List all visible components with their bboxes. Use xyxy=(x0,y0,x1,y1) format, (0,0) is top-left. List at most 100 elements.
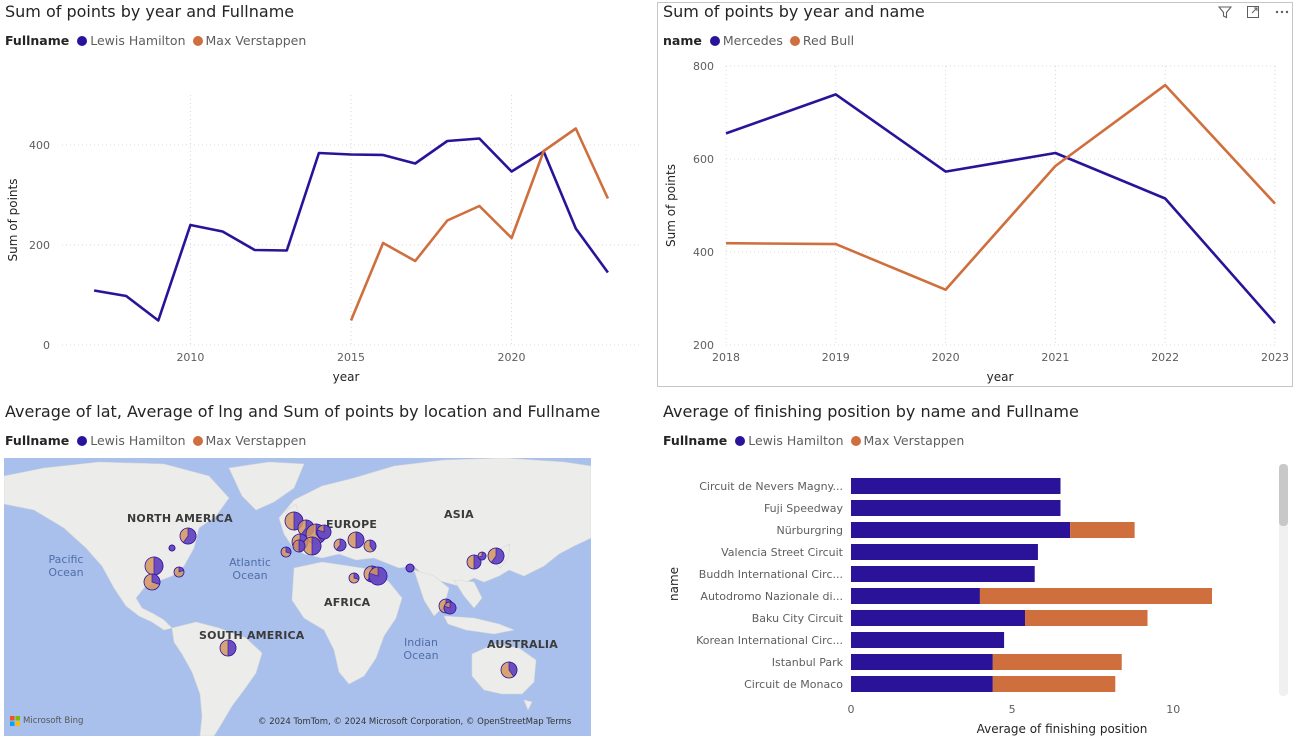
y-tick-label: 400 xyxy=(29,139,50,152)
chart1-visual[interactable]: Sum of points by year and Fullname Fulln… xyxy=(0,0,650,390)
category-label: Korean International Circ... xyxy=(696,634,843,647)
x-tick-label: 2021 xyxy=(1041,351,1069,364)
map-canvas[interactable]: NORTH AMERICA EUROPE ASIA AFRICA SOUTH A… xyxy=(4,458,591,736)
continent-label: AFRICA xyxy=(324,596,371,609)
bubble-slice-hamilton xyxy=(298,539,306,553)
series-line-mercedes xyxy=(725,93,1276,324)
chart2-focus-frame xyxy=(657,2,1293,387)
legend-dot-icon xyxy=(850,435,861,446)
bubble-slice-hamilton xyxy=(353,572,360,580)
category-label: Istanbul Park xyxy=(772,656,844,669)
y-tick-label: 600 xyxy=(693,153,714,166)
bar-segment xyxy=(851,544,1038,560)
continent-label: NORTH AMERICA xyxy=(127,512,233,525)
continent-label: ASIA xyxy=(444,508,474,521)
category-label: Valencia Street Circuit xyxy=(721,546,844,559)
x-tick-label: 5 xyxy=(1009,703,1016,716)
series-line-max-verstappen xyxy=(349,127,610,321)
legend-dot-icon xyxy=(192,435,203,446)
y-axis-title: Sum of points xyxy=(664,164,678,247)
ocean-label: Indian Ocean xyxy=(403,636,439,662)
legend-dot-icon xyxy=(77,435,88,446)
chart4-legend: Fullname Lewis Hamilton Max Verstappen xyxy=(663,433,971,448)
x-axis-title: year xyxy=(987,370,1014,384)
legend-item-mercedes[interactable]: Mercedes xyxy=(709,33,783,48)
legend-dot-icon xyxy=(709,35,720,46)
bar-segment xyxy=(1070,522,1135,538)
x-tick-label: 2023 xyxy=(1261,351,1289,364)
legend-item-redbull[interactable]: Red Bull xyxy=(789,33,854,48)
bubble-slice-hamilton xyxy=(311,536,322,556)
x-tick-label: 2022 xyxy=(1151,351,1179,364)
bar-segment xyxy=(851,566,1035,582)
x-tick-label: 2020 xyxy=(932,351,960,364)
legend-item-hamilton[interactable]: Lewis Hamilton xyxy=(735,433,844,448)
y-axis-title: name xyxy=(667,567,681,601)
legend-item-verstappen[interactable]: Max Verstappen xyxy=(192,433,306,448)
x-tick-label: 2015 xyxy=(337,351,365,364)
bubble-slice-hamilton xyxy=(285,546,292,554)
y-tick-label: 200 xyxy=(29,239,50,252)
category-label: Buddh International Circ... xyxy=(699,568,843,581)
chart1-legend-title: Fullname xyxy=(5,33,70,48)
continent-label: EUROPE xyxy=(326,518,378,531)
bar-segment xyxy=(992,676,1116,692)
bar-segment xyxy=(851,478,1061,494)
bubble-slice-hamilton xyxy=(178,566,185,573)
chart2-plot[interactable]: 200 400 600 800 2018 2019 2020 2021 2022 2023 year… xyxy=(658,0,1298,390)
bar-segment xyxy=(851,654,993,670)
bubble-slice-hamilton xyxy=(477,551,487,561)
bar-segment xyxy=(992,654,1122,670)
map-attribution[interactable]: © 2024 TomTom, © 2024 Microsoft Corporat… xyxy=(258,717,572,727)
continent-label: AUSTRALIA xyxy=(487,638,558,651)
bubble-slice-hamilton xyxy=(227,639,237,657)
legend-dot-icon xyxy=(735,435,746,446)
bar-segment xyxy=(851,676,993,692)
filter-icon[interactable] xyxy=(1217,4,1233,19)
ocean-label: Pacific Ocean xyxy=(48,553,84,579)
world-landmass xyxy=(4,458,591,736)
y-axis-title: Sum of points xyxy=(6,179,20,262)
legend-item-hamilton[interactable]: Lewis Hamilton xyxy=(77,33,186,48)
legend-item-verstappen[interactable]: Max Verstappen xyxy=(192,33,306,48)
bubble-slice-hamilton xyxy=(151,573,161,585)
chart4-title: Average of finishing position by name an… xyxy=(663,402,1079,421)
map-visual[interactable]: Average of lat, Average of lng and Sum o… xyxy=(0,400,650,743)
continent-label: SOUTH AMERICA xyxy=(199,629,305,642)
bar-segment xyxy=(851,588,980,604)
y-tick-label: 400 xyxy=(693,246,714,259)
more-options-icon[interactable] xyxy=(1274,4,1289,18)
visual-header-toolbar xyxy=(1217,4,1289,19)
chart2-visual[interactable]: Sum of points by year and name name Merc… xyxy=(658,0,1298,390)
scrollbar-thumb[interactable] xyxy=(1279,464,1288,526)
bing-logo: Microsoft Bing xyxy=(10,716,83,726)
bubble-slice-hamilton xyxy=(508,661,518,677)
series-line-red-bull xyxy=(725,83,1276,292)
chart4-visual[interactable]: Average of finishing position by name an… xyxy=(658,400,1298,743)
bubble-slice-hamilton xyxy=(168,544,176,552)
chart4-scrollbar[interactable] xyxy=(1279,464,1288,696)
chart4-plot[interactable]: Circuit de Nevers Magny... Fuji Speedway N… xyxy=(658,400,1308,743)
x-axis-title: year xyxy=(333,370,360,384)
x-tick-label: 2019 xyxy=(822,351,850,364)
chart1-plot[interactable]: 0 200 400 2010 2015 2020 year Sum of points xyxy=(0,0,650,390)
legend-item-verstappen[interactable]: Max Verstappen xyxy=(850,433,964,448)
legend-item-hamilton[interactable]: Lewis Hamilton xyxy=(77,433,186,448)
map-bubbles[interactable] xyxy=(4,458,591,736)
x-tick-label: 2010 xyxy=(176,351,204,364)
chart2-title: Sum of points by year and name xyxy=(663,2,925,21)
microsoft-logo-icon xyxy=(10,716,20,726)
x-axis-title: Average of finishing position xyxy=(977,722,1148,736)
y-tick-label: 0 xyxy=(43,339,50,352)
legend-dot-icon xyxy=(789,35,800,46)
bubble-slice-hamilton xyxy=(369,539,377,552)
category-label: Circuit de Nevers Magny... xyxy=(699,480,843,493)
bubble-slice-hamilton xyxy=(405,563,415,573)
bubble-slice-hamilton xyxy=(153,556,164,576)
series-line-lewis-hamilton xyxy=(93,137,609,322)
bar-segment xyxy=(1025,610,1148,626)
focus-mode-icon[interactable] xyxy=(1246,4,1260,18)
bubble-slice-hamilton xyxy=(368,566,388,586)
category-label: Baku City Circuit xyxy=(752,612,844,625)
y-tick-label: 200 xyxy=(693,339,714,352)
